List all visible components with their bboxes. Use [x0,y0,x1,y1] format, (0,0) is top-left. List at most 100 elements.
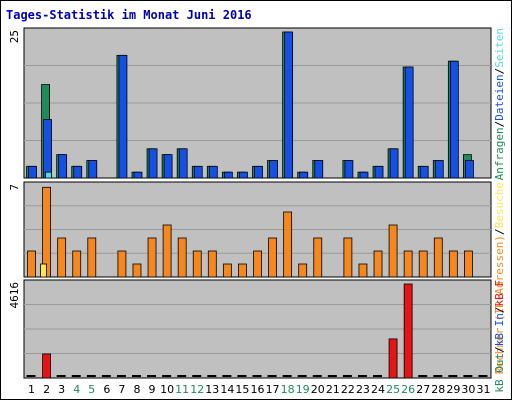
bar-visits-11 [177,237,187,278]
legend-entry: Dateien [493,74,506,120]
bar-zero-marker [357,375,367,377]
bar-visits-13 [207,250,217,278]
bar-zero-marker [101,375,111,377]
bar-requests-19 [299,171,309,179]
x-tick-label: 4 [73,383,80,396]
x-tick-label: 16 [251,383,265,396]
bar-zero-marker [433,375,443,377]
x-tick-label: 25 [386,383,400,396]
bar-zero-marker [222,375,232,377]
bar-visits-5 [87,237,97,278]
bar-visits-7 [117,250,127,278]
panel-requests: 25 [8,27,492,179]
bar-zero-marker [86,375,96,377]
legend-entry: kB In [493,313,506,346]
bar-requests-30 [465,160,474,179]
bar-requests-15 [239,171,248,179]
y-max-label: 4616 [8,282,21,309]
bar-zero-marker [282,375,292,377]
legend-traffic: kB Out/kB In/kB F [493,280,506,393]
bar-zero-marker [207,375,217,377]
bar-visits-14 [222,263,232,278]
bar-zero-marker [162,375,172,377]
x-tick-label: 15 [235,383,249,396]
legend-entry: Seiten [493,28,506,68]
x-tick-label: 21 [326,383,340,396]
legend-entry: / [493,346,506,353]
bar-requests-29 [449,60,459,179]
x-tick-label: 13 [205,383,219,396]
x-tick-label: 3 [58,383,65,396]
bar-requests-2 [43,119,52,179]
bar-zero-marker [177,375,187,377]
bar-visits-30 [464,250,473,278]
x-tick-label: 18 [281,383,295,396]
legend-entry: Rechner (IP-Adressen) [493,235,506,374]
bar-zero-marker [463,375,473,377]
bar-zero-marker [237,375,247,377]
bar-traffic-25 [388,338,398,379]
bar-visits-18 [283,211,293,278]
bar-visits-29 [448,250,458,278]
bar-requests-5 [88,160,98,179]
bar-zero-marker [267,375,277,377]
x-tick-label: 8 [133,383,140,396]
legend-entry: kB F [493,280,506,307]
bar-zero-marker [312,375,322,377]
bar-requests-2 [45,171,52,179]
bar-requests-7 [118,54,128,179]
bar-requests-24 [374,165,384,179]
bar-visits-25 [388,224,398,278]
bar-traffic-2 [42,353,51,379]
bar-visits-2 [42,186,51,278]
bar-traffic-26 [403,283,413,379]
bar-zero-marker [478,375,488,377]
bar-zero-marker [131,375,141,377]
bar-visits-3 [57,237,67,278]
y-max-label: 25 [8,30,21,43]
x-tick-label: 6 [103,383,110,396]
x-tick-label: 17 [266,383,280,396]
bar-zero-marker [192,375,202,377]
bar-visits-23 [358,263,368,278]
bar-visits-24 [373,250,383,278]
chart-panels: 25 7 4616 [8,27,492,379]
bar-zero-marker [448,375,458,377]
x-tick-label: 1 [28,383,35,396]
x-tick-label: 24 [371,383,385,396]
bar-requests-23 [359,171,369,179]
bar-zero-marker [342,375,352,377]
x-tick-label: 22 [341,383,355,396]
bar-zero-marker [327,375,337,377]
bar-zero-marker [71,375,81,377]
bar-visits-17 [268,237,277,278]
legend-entry: / [493,68,506,75]
bar-visits-16 [253,250,262,278]
legend-entry: kB Out [493,353,506,393]
legend-entry: / [493,307,506,314]
bar-visits-27 [418,250,428,278]
x-tick-label: 23 [356,383,370,396]
bar-zero-marker [373,375,383,377]
bar-requests-8 [133,171,143,179]
bar-visits-10 [162,224,172,278]
bar-requests-22 [344,160,354,179]
bar-zero-marker [116,375,126,377]
bar-zero-marker [147,375,157,377]
bar-requests-16 [254,165,263,179]
x-tick-label: 12 [190,383,204,396]
x-tick-label: 7 [118,383,125,396]
x-tick-label: 31 [476,383,490,396]
bar-requests-1 [28,165,37,179]
x-tick-label: 2 [43,383,50,396]
bar-requests-28 [434,160,444,179]
legend-entry: / [493,121,506,128]
bar-requests-9 [148,148,158,179]
bar-visits-28 [433,237,443,278]
legend-requests: Anfragen/Dateien/Seiten [493,28,506,180]
x-tick-label: 9 [149,383,156,396]
bar-visits-26 [403,250,413,278]
bar-requests-27 [419,165,429,179]
legend-entry: / [493,228,506,235]
